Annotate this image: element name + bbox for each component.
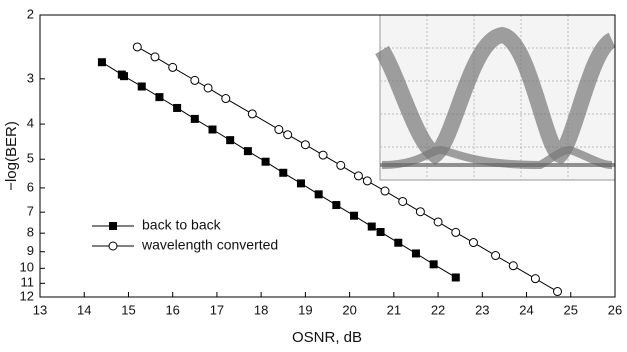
data-point xyxy=(120,72,128,80)
data-point xyxy=(363,177,371,185)
data-point xyxy=(412,249,420,257)
data-point xyxy=(469,239,477,247)
y-tick-label: 7 xyxy=(27,204,34,219)
x-tick-label: 26 xyxy=(608,302,622,317)
data-point xyxy=(452,273,460,281)
eye-diagram-inset xyxy=(380,15,615,180)
data-point xyxy=(301,141,309,149)
x-tick-label: 17 xyxy=(210,302,224,317)
data-point xyxy=(354,172,362,180)
x-tick-label: 13 xyxy=(33,302,47,317)
data-point xyxy=(434,218,442,226)
chart: OSNR, dB −log(BER) 131415161718192021222… xyxy=(0,0,627,352)
data-point xyxy=(133,43,141,51)
x-tick-label: 25 xyxy=(564,302,578,317)
data-point xyxy=(244,147,252,155)
data-point xyxy=(554,288,562,296)
y-tick-label: 10 xyxy=(20,260,34,275)
legend-marker xyxy=(109,242,117,250)
x-tick-label: 24 xyxy=(519,302,533,317)
legend-label: back to back xyxy=(142,217,222,233)
x-tick-label: 19 xyxy=(298,302,312,317)
legend-marker xyxy=(109,222,117,230)
data-point xyxy=(98,58,106,66)
x-tick-label: 16 xyxy=(165,302,179,317)
x-tick-label: 23 xyxy=(475,302,489,317)
data-point xyxy=(204,84,212,92)
y-tick-label: 9 xyxy=(27,243,34,258)
data-point xyxy=(209,126,217,134)
data-point xyxy=(191,115,199,123)
x-tick-label: 20 xyxy=(342,302,356,317)
x-tick-label: 14 xyxy=(77,302,91,317)
y-tick-label: 8 xyxy=(27,225,34,240)
x-tick-label: 21 xyxy=(387,302,401,317)
data-point xyxy=(138,82,146,90)
data-point xyxy=(279,169,287,177)
data-point xyxy=(226,136,234,144)
y-tick-label: 12 xyxy=(20,288,34,303)
y-axis-title: −log(BER) xyxy=(3,121,20,191)
data-point xyxy=(248,110,256,118)
y-tick-label: 6 xyxy=(27,179,34,194)
y-tick-label: 5 xyxy=(27,151,34,166)
y-tick-label: 4 xyxy=(27,116,34,131)
data-point xyxy=(191,76,199,84)
y-tick-label: 3 xyxy=(27,70,34,85)
data-point xyxy=(315,190,323,198)
data-point xyxy=(284,131,292,139)
data-point xyxy=(222,95,230,103)
x-tick-label: 22 xyxy=(431,302,445,317)
data-point xyxy=(332,201,340,209)
data-point xyxy=(169,63,177,71)
data-point xyxy=(509,262,517,270)
data-point xyxy=(151,53,159,61)
x-tick-label: 18 xyxy=(254,302,268,317)
data-point xyxy=(492,252,500,260)
data-point xyxy=(337,161,345,169)
data-point xyxy=(368,223,376,231)
data-point xyxy=(173,104,181,112)
data-point xyxy=(319,151,327,159)
data-point xyxy=(297,179,305,187)
legend-label: wavelength converted xyxy=(141,237,278,253)
data-point xyxy=(377,228,385,236)
data-point xyxy=(155,93,163,101)
x-tick-label: 15 xyxy=(121,302,135,317)
data-point xyxy=(394,239,402,247)
data-point xyxy=(262,158,270,166)
data-point xyxy=(430,260,438,268)
data-point xyxy=(531,275,539,283)
data-point xyxy=(452,228,460,236)
data-point xyxy=(381,187,389,195)
data-point xyxy=(350,212,358,220)
y-tick-label: 2 xyxy=(27,6,34,21)
x-axis-title: OSNR, dB xyxy=(292,329,362,346)
data-point xyxy=(275,126,283,134)
data-point xyxy=(416,208,424,216)
data-point xyxy=(399,197,407,205)
